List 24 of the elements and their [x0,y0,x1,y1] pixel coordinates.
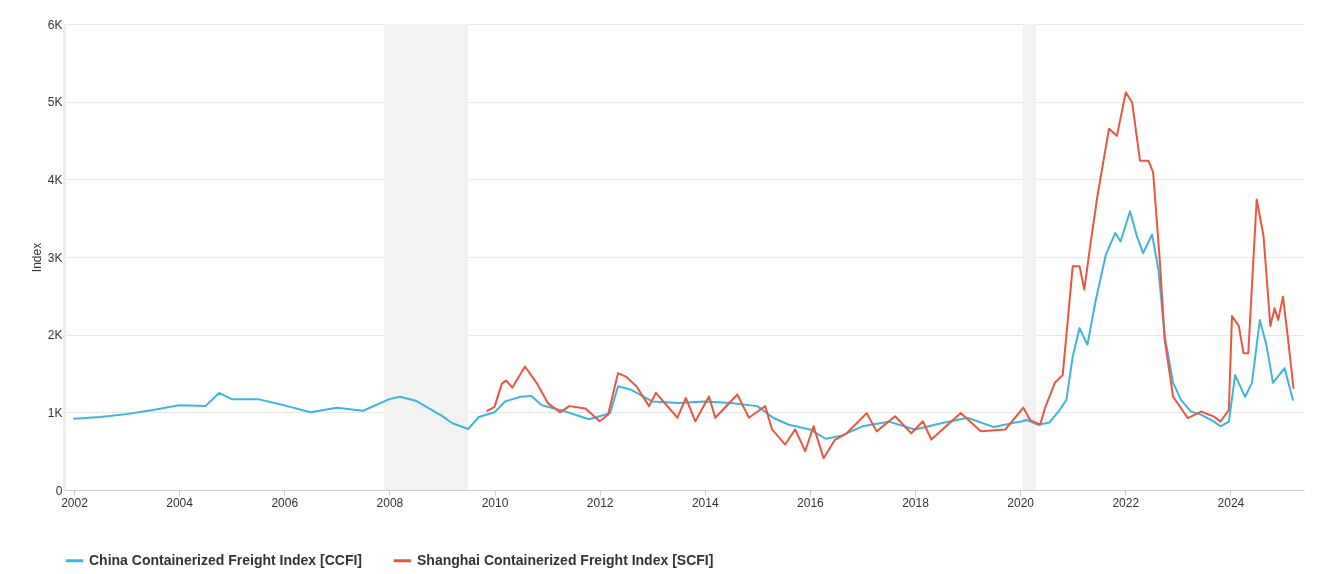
line-series [486,91,1295,460]
y-tick-label: 6K [47,17,63,32]
x-tick-label: 2022 [1112,495,1140,510]
y-tick-label: 0 [55,483,63,498]
x-tick-label: 2010 [481,495,509,510]
x-tick-label: 2008 [376,495,404,510]
x-tick-label: 2024 [1217,495,1245,510]
legend-label: China Containerized Freight Index [CCFI] [89,551,363,568]
x-tick-label: 2006 [271,495,299,510]
y-tick-label: 2K [47,328,63,343]
line-series [72,210,1294,440]
y-tick-label: 4K [47,172,63,187]
x-tick-label: 2002 [61,495,89,510]
y-axis-title: Index [29,242,44,273]
x-tick-label: 2012 [586,495,614,510]
x-tick-label: 2004 [166,495,194,510]
y-tick-label: 5K [47,95,63,110]
x-tick-label: 2014 [691,495,719,510]
y-tick-label: 3K [47,250,63,265]
y-tick-label: 1K [47,405,63,420]
x-tick-label: 2020 [1007,495,1035,510]
x-tick-label: 2018 [902,495,930,510]
legend-label: Shanghai Containerized Freight Index [SCFI] [417,551,714,568]
x-tick-label: 2016 [797,495,825,510]
